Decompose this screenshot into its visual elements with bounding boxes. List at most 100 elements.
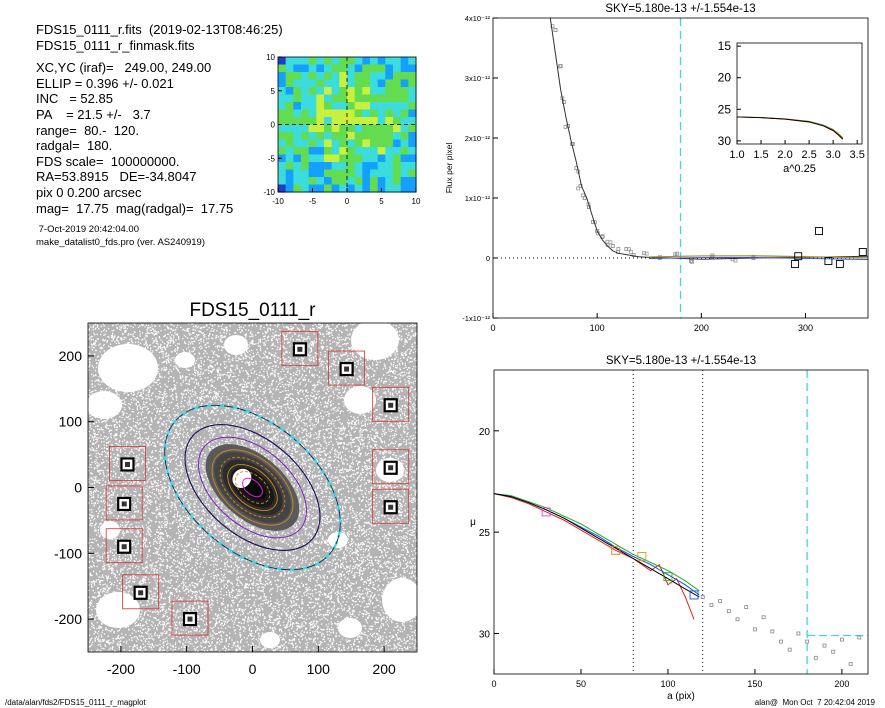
heatmap-cell	[400, 64, 409, 73]
flux-ytick-label: 4x10⁻¹²	[465, 14, 491, 23]
heatmap-cell	[339, 124, 348, 133]
sb-ytick-label: 30	[479, 629, 491, 640]
heatmap-cell	[316, 102, 325, 111]
heatmap-ytick-label: 0	[271, 121, 276, 130]
heatmap-ytick-label: -5	[268, 154, 276, 163]
flux-point-scatter	[675, 251, 679, 256]
heatmap-cell	[347, 177, 356, 186]
flux-point	[642, 251, 646, 256]
heatmap-cell	[324, 154, 333, 163]
heatmap-cell	[362, 147, 371, 156]
heatmap-cell	[339, 139, 348, 148]
sb-xtick-label: 100	[660, 679, 675, 689]
heatmap-cell	[408, 102, 417, 111]
heatmap-cell	[316, 64, 325, 73]
galaxy-ytick-label: 0	[74, 480, 82, 496]
heatmap-cell	[400, 139, 409, 148]
heatmap-cell	[408, 169, 417, 178]
heatmap-cell	[285, 57, 294, 66]
heatmap-cell	[377, 132, 386, 141]
source-mask-box	[372, 449, 410, 485]
sb-point	[831, 649, 836, 654]
heatmap-cell	[301, 117, 310, 126]
sb-point	[848, 661, 853, 666]
heatmap-cell	[354, 132, 363, 141]
heatmap-cell	[308, 94, 317, 103]
heatmap-cell	[347, 87, 356, 96]
flux-point-scatter	[605, 239, 610, 244]
heatmap-cell	[354, 87, 363, 96]
sb-point	[761, 615, 766, 620]
heatmap-cell	[285, 64, 294, 73]
heatmap-cell	[293, 139, 302, 148]
heatmap-cell	[377, 79, 386, 88]
heatmap-cell	[293, 177, 302, 186]
source-mask-box	[105, 528, 143, 564]
heatmap-cell	[377, 109, 386, 118]
heatmap-cell	[377, 94, 386, 103]
heatmap-cell	[316, 117, 325, 126]
heatmap-cell	[308, 117, 317, 126]
heatmap-cell	[385, 169, 394, 178]
heatmap-cell	[385, 64, 394, 73]
flux-ytick-label: 3x10⁻¹²	[465, 74, 491, 83]
sb-point	[744, 605, 749, 610]
heatmap-cell	[293, 72, 302, 81]
flux-point-scatter	[628, 249, 633, 254]
heatmap-cell	[308, 64, 317, 73]
heatmap-cell	[293, 94, 302, 103]
heatmap-cell	[362, 169, 371, 178]
heatmap-cell	[316, 57, 325, 66]
heatmap-cell	[400, 72, 409, 81]
heatmap-cell	[354, 147, 363, 156]
heatmap-cell	[362, 139, 371, 148]
heatmap-ytick-label: -10	[263, 188, 275, 197]
heatmap-cell	[331, 72, 340, 81]
heatmap-cell	[393, 79, 402, 88]
sb-point	[735, 617, 740, 622]
heatmap-cell	[408, 79, 417, 88]
galaxy-ytick-label: -100	[54, 545, 82, 561]
heatmap-cell	[385, 72, 394, 81]
heatmap-cell	[347, 64, 356, 73]
inset-xtick-label: 2.0	[777, 149, 792, 161]
heatmap-cell	[354, 177, 363, 186]
range-inner-ellipse	[198, 436, 307, 539]
heatmap-cell	[331, 109, 340, 118]
heatmap-cell	[339, 169, 348, 178]
heatmap-cell	[400, 132, 409, 141]
heatmap-cell	[308, 147, 317, 156]
heatmap-cell	[324, 72, 333, 81]
heatmap-cell	[377, 147, 386, 156]
source-mask-box	[372, 386, 410, 422]
heatmap-cell	[285, 139, 294, 148]
heatmap-cell	[362, 64, 371, 73]
sb-xlabel: a (pix)	[667, 691, 695, 702]
heatmap-cell	[408, 64, 417, 73]
heatmap-cell	[400, 147, 409, 156]
masked-region	[86, 391, 122, 419]
heatmap-cell	[370, 124, 379, 133]
heatmap-cell	[377, 117, 386, 126]
heatmap-cell	[354, 64, 363, 73]
flux-point	[631, 253, 636, 257]
heatmap-cell	[293, 162, 302, 171]
heatmap-cell	[324, 147, 333, 156]
flux-point	[610, 244, 615, 248]
heatmap-cell	[362, 72, 371, 81]
heatmap-cell	[347, 79, 356, 88]
heatmap-cell	[324, 132, 333, 141]
flux-point-scatter	[733, 258, 738, 263]
masked-region	[344, 386, 376, 414]
flux-xtick-label: 300	[798, 323, 813, 333]
heatmap-cell	[385, 162, 394, 171]
heatmap-cell	[370, 139, 379, 148]
masked-region	[100, 521, 120, 539]
heatmap-cell	[301, 184, 310, 193]
flux-title: SKY=5.180e-13 +/-1.554e-13	[605, 3, 755, 15]
heatmap-cell	[285, 109, 294, 118]
heatmap-cell	[385, 87, 394, 96]
flux-panel: SKY=5.180e-13 +/-1.554e-13 Flux per pixel…	[444, 3, 869, 333]
inset-xtick-label: 1.0	[729, 149, 744, 161]
flux-point	[689, 259, 693, 263]
